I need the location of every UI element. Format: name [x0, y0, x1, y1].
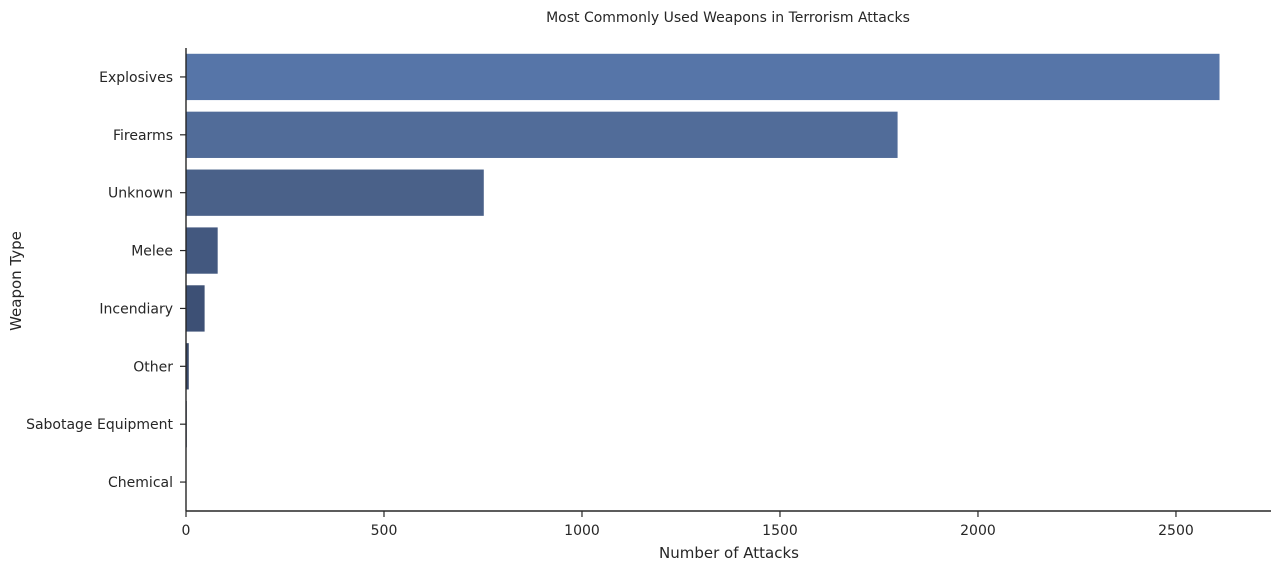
y-tick-label: Firearms — [113, 128, 173, 144]
y-tick-label: Explosives — [99, 70, 173, 86]
y-ticks-group: Explosives Firearms Unknown Melee Incendiary… — [26, 70, 186, 491]
x-tick-label: 1500 — [762, 523, 798, 539]
y-tick-label: Melee — [131, 244, 173, 260]
x-ticks-group: 0 500 1000 1500 2000 2500 — [182, 511, 1194, 539]
bars-group — [186, 53, 1220, 506]
x-axis-label: Number of Attacks — [659, 544, 799, 562]
x-tick-label: 500 — [371, 523, 398, 539]
y-axis-label: Weapon Type — [7, 231, 25, 331]
bar-incendiary — [186, 285, 205, 332]
bar-unknown — [186, 169, 484, 216]
x-tick-label: 2500 — [1158, 523, 1194, 539]
y-tick-label: Chemical — [108, 475, 173, 491]
chart-title: Most Commonly Used Weapons in Terrorism … — [546, 10, 910, 26]
y-tick-label: Incendiary — [99, 301, 173, 317]
y-tick-label: Unknown — [108, 186, 173, 202]
bar-firearms — [186, 111, 898, 158]
y-tick-label: Other — [133, 359, 173, 375]
bar-melee — [186, 227, 218, 274]
x-tick-label: 0 — [182, 523, 191, 539]
x-tick-label: 2000 — [960, 523, 996, 539]
y-tick-label: Sabotage Equipment — [26, 417, 173, 433]
bar-other — [186, 343, 189, 390]
x-tick-label: 1000 — [564, 523, 600, 539]
bar-explosives — [186, 53, 1220, 101]
